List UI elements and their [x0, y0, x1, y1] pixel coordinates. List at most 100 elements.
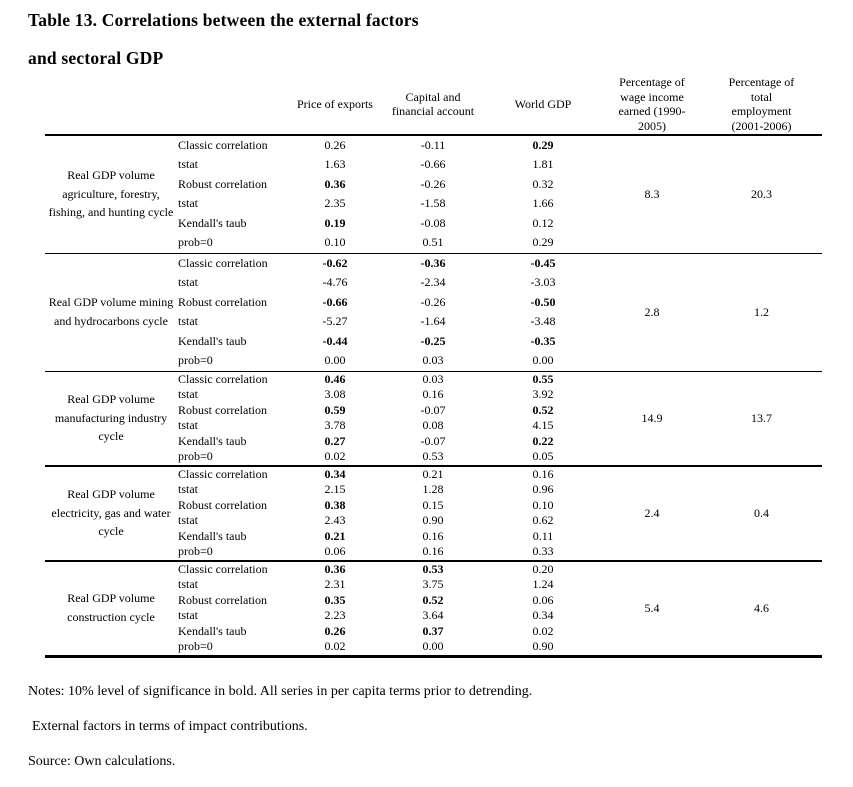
table-row: Robust correlation 0.35 0.52 0.06 — [45, 593, 822, 609]
value-cell: 0.46 — [287, 370, 383, 387]
value-cell: 1.81 — [532, 157, 554, 172]
value-cell: 0.11 — [532, 528, 554, 543]
value-cell: -0.07 — [420, 433, 446, 448]
measure-label: tstat — [178, 577, 198, 592]
value-cell: -5.27 — [322, 314, 348, 329]
measure-label: tstat — [178, 608, 198, 623]
value-cell: 1.66 — [532, 196, 554, 211]
value-cell: 0.53 — [383, 559, 483, 577]
measure-label: Kendall's taub — [178, 528, 247, 543]
value-cell: 0.36 — [287, 559, 383, 577]
measure-label: Classic correlation — [178, 137, 268, 152]
value-cell: 0.19 — [324, 215, 346, 230]
value-cell: 0.21 — [383, 464, 483, 482]
wage-income-pct-cell: 2.4 — [603, 464, 701, 561]
measure-label: Robust correlation — [178, 592, 267, 607]
measure-label: tstat — [178, 513, 198, 528]
value-cell: 0.34 — [287, 464, 383, 482]
value-cell: 0.37 — [422, 623, 444, 638]
table-row: Kendall's taub 0.26 0.37 0.02 — [45, 624, 822, 640]
col-header-world-gdp: World GDP — [483, 75, 603, 136]
measure-label: Kendall's taub — [178, 333, 247, 348]
table-row: Real GDP volume manufacturing industry c… — [45, 370, 822, 466]
measure-label: prob=0 — [178, 353, 213, 368]
col-header-employment-pct: Percentage of total employment (2001-200… — [701, 75, 822, 136]
table-row: tstat -5.27 -1.64 -3.48 — [45, 312, 822, 332]
value-cell: 3.08 — [324, 387, 346, 402]
value-cell: 0.16 — [422, 387, 444, 402]
value-cell: 0.05 — [532, 449, 554, 464]
measure-label: prob=0 — [178, 544, 213, 559]
value-cell: 0.00 — [324, 353, 346, 368]
measure-label: Classic correlation — [177, 464, 287, 482]
value-cell: 2.23 — [324, 608, 346, 623]
measure-label: Kendall's taub — [178, 215, 247, 230]
table-row: tstat 2.15 1.28 0.96 — [45, 482, 822, 498]
value-cell: 0.52 — [532, 402, 554, 417]
value-cell: 0.16 — [483, 464, 603, 482]
value-cell: 0.53 — [422, 449, 444, 464]
value-cell: 0.26 — [324, 623, 346, 638]
notes-external-factors: External factors in terms of impact cont… — [32, 718, 308, 734]
value-cell: -3.48 — [530, 314, 556, 329]
table-row: Kendall's taub 0.19 -0.08 0.12 — [45, 214, 822, 234]
value-cell: 0.96 — [532, 482, 554, 497]
table-row: Real GDP volume agriculture, forestry, f… — [45, 135, 822, 220]
table-row: tstat 3.78 0.08 4.15 — [45, 418, 822, 434]
value-cell: -0.35 — [530, 333, 556, 348]
measure-label: Robust correlation — [178, 294, 267, 309]
table-row: tstat 2.23 3.64 0.34 — [45, 608, 822, 624]
table-row: Real GDP volume construction cycle Class… — [45, 559, 822, 656]
table-row: Kendall's taub 0.27 -0.07 0.22 — [45, 434, 822, 450]
table-row: tstat -4.76 -2.34 -3.03 — [45, 273, 822, 293]
table-row: prob=0 0.02 0.00 0.90 — [45, 639, 822, 656]
value-cell: 0.35 — [324, 592, 346, 607]
value-cell: -0.50 — [530, 294, 556, 309]
measure-label: Kendall's taub — [178, 433, 247, 448]
value-cell: 2.35 — [324, 196, 346, 211]
measure-label: tstat — [178, 275, 198, 290]
value-cell: 0.22 — [532, 433, 554, 448]
measure-label: Robust correlation — [178, 176, 267, 191]
wage-income-pct-cell: 14.9 — [603, 370, 701, 466]
notes-significance: Notes: 10% level of significance in bold… — [28, 683, 533, 699]
sector-label-electricity: Real GDP volume electricity, gas and wat… — [45, 464, 177, 561]
value-cell: 0.36 — [324, 176, 346, 191]
table-row: tstat 2.43 0.90 0.62 — [45, 513, 822, 529]
header-spacer — [45, 75, 177, 136]
value-cell: -0.62 — [287, 252, 383, 273]
value-cell: 0.20 — [483, 559, 603, 577]
value-cell: 0.62 — [532, 513, 554, 528]
measure-label: prob=0 — [178, 639, 213, 654]
measure-label: prob=0 — [178, 449, 213, 464]
employment-pct-cell: 1.2 — [701, 252, 822, 371]
measure-label: Robust correlation — [178, 497, 267, 512]
value-cell: 0.59 — [324, 402, 346, 417]
table-row: Real GDP volume electricity, gas and wat… — [45, 464, 822, 561]
value-cell: -0.26 — [420, 176, 446, 191]
value-cell: 0.33 — [532, 544, 554, 559]
table-row: Robust correlation 0.36 -0.26 0.32 — [45, 175, 822, 195]
value-cell: -1.58 — [420, 196, 446, 211]
value-cell: -0.66 — [420, 157, 446, 172]
table-title-line1: Table 13. Correlations between the exter… — [28, 10, 419, 30]
value-cell: 0.00 — [422, 639, 444, 654]
value-cell: 0.29 — [532, 137, 554, 152]
table-notes: Notes: 10% level of significance in bold… — [28, 684, 853, 770]
value-cell: 0.26 — [324, 137, 346, 152]
value-cell: 0.16 — [422, 528, 444, 543]
employment-pct-cell: 0.4 — [701, 464, 822, 561]
value-cell: -0.25 — [420, 333, 446, 348]
table-row: Kendall's taub -0.44 -0.25 -0.35 — [45, 332, 822, 352]
value-cell: 0.03 — [422, 353, 444, 368]
sector-label-mining: Real GDP volume mining and hydrocarbons … — [45, 252, 177, 371]
sector-label-construction: Real GDP volume construction cycle — [45, 559, 177, 656]
value-cell: 3.92 — [532, 387, 554, 402]
sector-label-manufacturing: Real GDP volume manufacturing industry c… — [45, 370, 177, 466]
table-row: tstat 2.35 -1.58 1.66 — [45, 194, 822, 214]
measure-label: tstat — [178, 482, 198, 497]
value-cell: 0.03 — [383, 370, 483, 387]
measure-label: Classic correlation — [177, 370, 287, 387]
correlations-table: Price of exports Capital and financial a… — [45, 75, 822, 658]
